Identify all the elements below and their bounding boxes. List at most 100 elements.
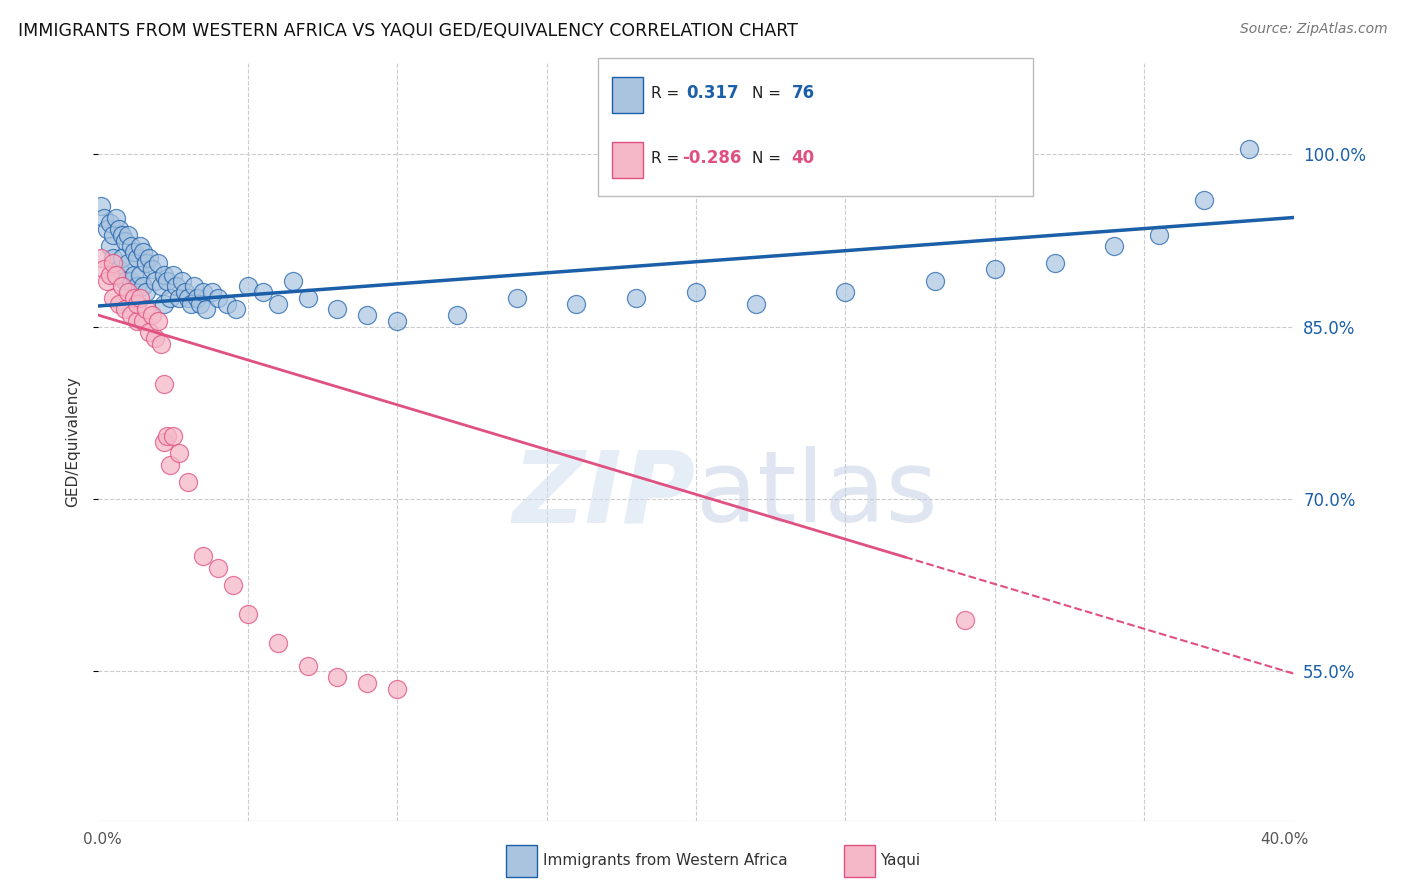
Point (195, 302, 218, 317)
Point (297, 658, 319, 673)
Point (124, 268, 146, 282)
Point (326, 302, 349, 317)
Text: Immigrants from Western Africa: Immigrants from Western Africa (543, 854, 787, 868)
Point (127, 279, 149, 293)
Point (984, 262, 1007, 277)
Point (167, 446, 190, 460)
Point (143, 274, 166, 288)
Point (98, 216, 122, 230)
Point (191, 549, 214, 564)
Point (153, 268, 176, 282)
Point (356, 675, 378, 690)
Point (129, 291, 152, 305)
Point (103, 256, 125, 270)
Point (156, 429, 179, 443)
Point (252, 285, 274, 300)
Text: 76: 76 (792, 84, 814, 102)
Point (114, 274, 136, 288)
Text: ZIP: ZIP (513, 446, 696, 543)
Point (236, 607, 259, 621)
Point (105, 268, 128, 282)
Point (124, 291, 146, 305)
Point (127, 314, 149, 328)
Point (132, 279, 155, 293)
Point (105, 211, 128, 225)
Point (685, 285, 707, 300)
Point (1043, 256, 1066, 270)
Point (148, 256, 170, 270)
Point (225, 302, 247, 317)
Text: 0.317: 0.317 (686, 84, 738, 102)
Point (141, 262, 163, 277)
Point (183, 279, 205, 293)
Point (177, 475, 200, 489)
Point (267, 296, 290, 310)
Point (124, 244, 146, 259)
Point (172, 274, 194, 288)
Point (1104, 239, 1126, 253)
Point (108, 222, 131, 236)
Text: 40: 40 (792, 149, 814, 167)
Point (108, 296, 131, 310)
Text: N =: N = (752, 86, 786, 101)
Point (111, 227, 134, 242)
Point (93, 262, 115, 277)
Point (135, 256, 157, 270)
Point (96, 274, 118, 288)
Point (745, 296, 768, 310)
Point (156, 274, 179, 288)
Point (105, 268, 128, 282)
Point (129, 239, 152, 253)
Point (143, 331, 166, 345)
Point (186, 291, 208, 305)
Point (117, 285, 139, 300)
Point (103, 291, 125, 305)
Point (167, 291, 190, 305)
Point (148, 314, 170, 328)
Point (138, 251, 160, 265)
Point (114, 302, 136, 317)
Point (222, 578, 245, 592)
Text: R =: R = (651, 151, 685, 166)
Point (1147, 227, 1170, 242)
Point (135, 302, 157, 317)
Point (132, 314, 155, 328)
Point (162, 268, 184, 282)
Y-axis label: GED/Equivalency: GED/Equivalency (65, 376, 80, 507)
Point (1237, 142, 1260, 156)
Point (96, 222, 118, 236)
Point (207, 561, 229, 575)
Point (127, 251, 149, 265)
Point (188, 296, 211, 310)
Point (385, 681, 409, 696)
Point (120, 274, 142, 288)
Point (165, 279, 187, 293)
Point (111, 279, 134, 293)
Point (103, 227, 125, 242)
Point (159, 458, 181, 472)
Point (162, 429, 184, 443)
Point (150, 337, 173, 351)
Point (207, 291, 229, 305)
Point (1192, 194, 1215, 208)
Point (150, 279, 173, 293)
Text: -0.286: -0.286 (682, 149, 741, 167)
Point (446, 308, 468, 322)
Point (132, 244, 155, 259)
Point (159, 291, 181, 305)
Point (111, 251, 134, 265)
Point (834, 285, 856, 300)
Text: 0.0%: 0.0% (83, 832, 122, 847)
Point (98, 239, 122, 253)
Point (127, 296, 149, 310)
Point (114, 234, 136, 248)
Point (117, 227, 139, 242)
Point (180, 296, 202, 310)
Point (215, 296, 238, 310)
Text: Source: ZipAtlas.com: Source: ZipAtlas.com (1240, 22, 1388, 37)
Point (138, 326, 160, 340)
Text: IMMIGRANTS FROM WESTERN AFRICA VS YAQUI GED/EQUIVALENCY CORRELATION CHART: IMMIGRANTS FROM WESTERN AFRICA VS YAQUI … (18, 22, 799, 40)
Point (120, 239, 142, 253)
Point (297, 291, 319, 305)
Point (281, 274, 304, 288)
